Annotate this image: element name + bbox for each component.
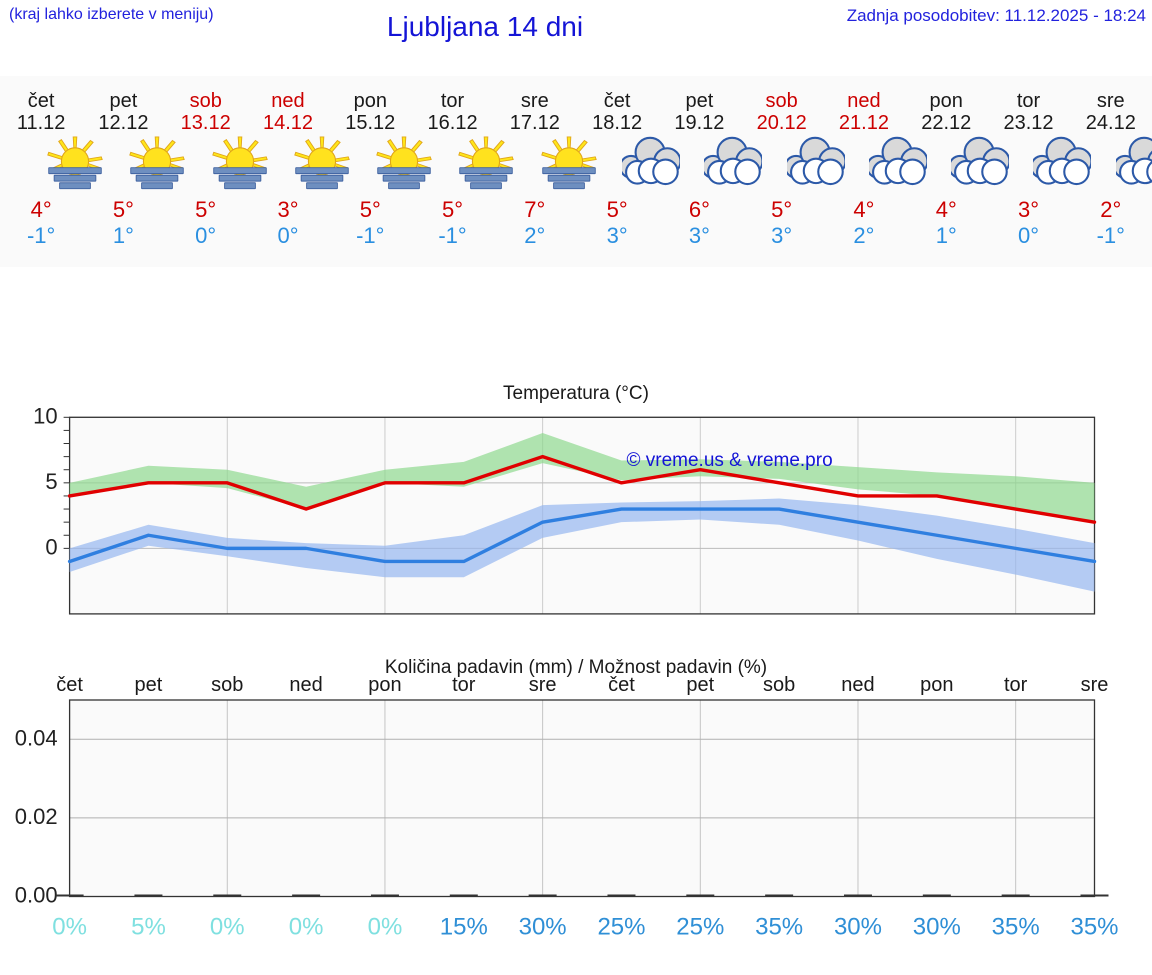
svg-text:0: 0 [45,534,57,559]
svg-text:0.02: 0.02 [15,804,58,829]
svg-text:30%: 30% [913,914,961,941]
svg-text:0%: 0% [289,914,324,941]
svg-text:35%: 35% [1070,914,1118,941]
svg-text:0%: 0% [52,914,87,941]
svg-text:0.00: 0.00 [15,883,58,908]
svg-text:35%: 35% [755,914,803,941]
svg-text:5%: 5% [131,914,166,941]
svg-text:0%: 0% [210,914,245,941]
svg-text:15%: 15% [440,914,488,941]
svg-text:© vreme.us & vreme.pro: © vreme.us & vreme.pro [626,450,832,471]
svg-text:0.04: 0.04 [15,725,58,750]
svg-text:10: 10 [33,403,57,428]
svg-text:25%: 25% [676,914,724,941]
svg-text:35%: 35% [992,914,1040,941]
svg-text:30%: 30% [519,914,567,941]
svg-text:25%: 25% [597,914,645,941]
svg-text:5: 5 [45,469,57,494]
svg-text:0%: 0% [368,914,403,941]
svg-text:30%: 30% [834,914,882,941]
